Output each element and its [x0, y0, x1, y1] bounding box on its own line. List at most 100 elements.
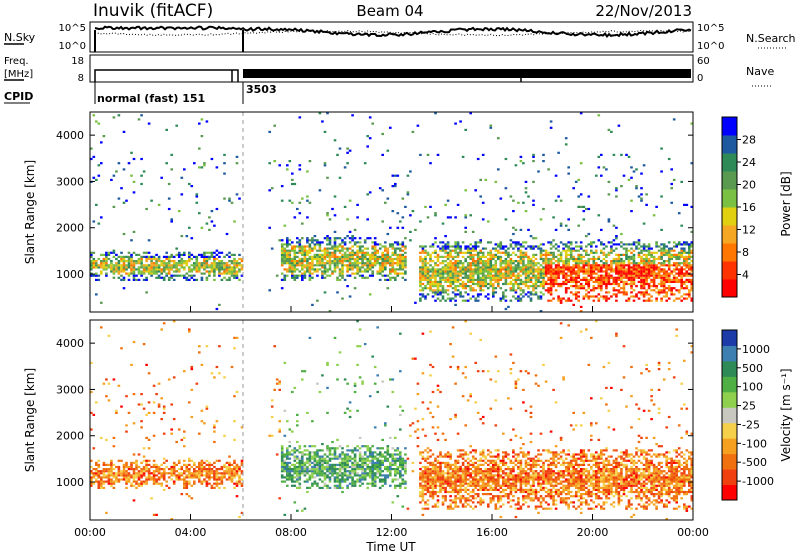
- heatmap-cell: [569, 272, 573, 275]
- heatmap-cell: [504, 264, 508, 267]
- heatmap-cell: [208, 474, 211, 477]
- heatmap-cell: [620, 245, 623, 248]
- heatmap-cell: [368, 459, 372, 462]
- heatmap-cell: [489, 280, 493, 283]
- heatmap-cell: [353, 453, 357, 456]
- heatmap-cell: [547, 266, 550, 269]
- heatmap-cell: [225, 470, 229, 473]
- heatmap-cell: [368, 237, 372, 240]
- heatmap-cell: [539, 274, 543, 277]
- heatmap-cell: [230, 262, 234, 265]
- heatmap-cell: [396, 447, 400, 450]
- heatmap-cell: [534, 282, 538, 286]
- heatmap-cell: [642, 291, 646, 294]
- heatmap-cell: [311, 268, 314, 271]
- heatmap-cell: [612, 289, 616, 292]
- heatmap-cell: [552, 278, 555, 281]
- heatmap-cell: [391, 243, 395, 246]
- heatmap-cell: [605, 295, 608, 298]
- heatmap-cell: [507, 251, 510, 254]
- heatmap-cell: [346, 461, 349, 464]
- heatmap-cell: [577, 299, 580, 302]
- heatmap-cell: [632, 274, 636, 277]
- heatmap-cell: [690, 122, 694, 125]
- heatmap-cell: [389, 276, 392, 279]
- heatmap-cell: [210, 372, 214, 375]
- heatmap-cell: [376, 463, 379, 466]
- heatmap-cell: [321, 449, 324, 452]
- heatmap-cell: [373, 455, 377, 458]
- heatmap-cell: [378, 468, 382, 471]
- heatmap-cell: [590, 243, 593, 246]
- heatmap-cell: [220, 472, 224, 475]
- heatmap-cell: [283, 453, 287, 456]
- heatmap-cell: [343, 251, 347, 254]
- heatmap-cell: [120, 187, 123, 190]
- heatmap-cell: [341, 260, 344, 263]
- heatmap-cell: [637, 270, 641, 273]
- heatmap-cell: [615, 293, 618, 296]
- heatmap-cell: [348, 199, 352, 202]
- heatmap-cell: [328, 268, 332, 271]
- heatmap-cell: [517, 272, 520, 275]
- heatmap-cell: [512, 262, 515, 265]
- heatmap-cell: [655, 205, 658, 208]
- heatmap-cell: [140, 264, 143, 267]
- heatmap-cell: [283, 249, 287, 252]
- heatmap-cell: [240, 463, 244, 466]
- heatmap-cell: [105, 468, 108, 471]
- heatmap-cell: [547, 241, 550, 244]
- heatmap-cell: [527, 245, 530, 248]
- heatmap-cell: [499, 266, 503, 269]
- heatmap-cell: [328, 247, 332, 250]
- heatmap-cell: [662, 291, 666, 294]
- heatmap-cell: [489, 276, 493, 279]
- heatmap-cell: [446, 257, 450, 261]
- heatmap-cell: [579, 278, 583, 281]
- heatmap-cell: [223, 486, 226, 489]
- heatmap-cell: [487, 270, 490, 273]
- heatmap-cell: [592, 299, 596, 302]
- heatmap-cell: [426, 153, 430, 156]
- heatmap-cell: [592, 280, 596, 283]
- heatmap-cell: [203, 251, 206, 254]
- heatmap-cell: [333, 270, 337, 273]
- heatmap-cell: [323, 468, 327, 471]
- heatmap-cell: [564, 280, 568, 283]
- heatmap-cell: [183, 459, 186, 462]
- heatmap-cell: [426, 280, 430, 283]
- heatmap-cell: [564, 137, 568, 140]
- heatmap-cell: [333, 465, 337, 469]
- heatmap-cell: [331, 272, 334, 275]
- heatmap-cell: [162, 405, 166, 408]
- heatmap-cell: [436, 260, 440, 263]
- heatmap-cell: [590, 241, 593, 244]
- heatmap-cell: [610, 282, 613, 286]
- colorbar-swatch: [722, 261, 737, 280]
- heatmap-cell: [582, 260, 586, 263]
- heatmap-cell: [650, 295, 653, 298]
- heatmap-cell: [577, 205, 580, 208]
- heatmap-cell: [539, 310, 543, 313]
- heatmap-cell: [688, 289, 691, 292]
- heatmap-cell: [346, 257, 349, 261]
- heatmap-cell: [215, 480, 219, 483]
- heatmap-cell: [542, 270, 545, 273]
- heatmap-cell: [122, 168, 126, 171]
- heatmap-cell: [622, 264, 626, 267]
- heatmap-cell: [615, 299, 618, 302]
- heatmap-cell: [130, 255, 133, 258]
- heatmap-cell: [135, 268, 138, 271]
- heatmap-cell: [323, 272, 327, 275]
- heatmap-cell: [270, 399, 274, 402]
- heatmap-cell: [140, 255, 143, 258]
- heatmap-cell: [368, 468, 372, 471]
- heatmap-cell: [321, 255, 324, 258]
- heatmap-cell: [617, 243, 621, 246]
- heatmap-cell: [539, 268, 543, 271]
- heatmap-cell: [205, 251, 209, 254]
- heatmap-cell: [504, 251, 508, 254]
- heatmap-cell: [157, 403, 161, 406]
- heatmap-cell: [353, 480, 357, 483]
- heatmap-cell: [336, 474, 339, 477]
